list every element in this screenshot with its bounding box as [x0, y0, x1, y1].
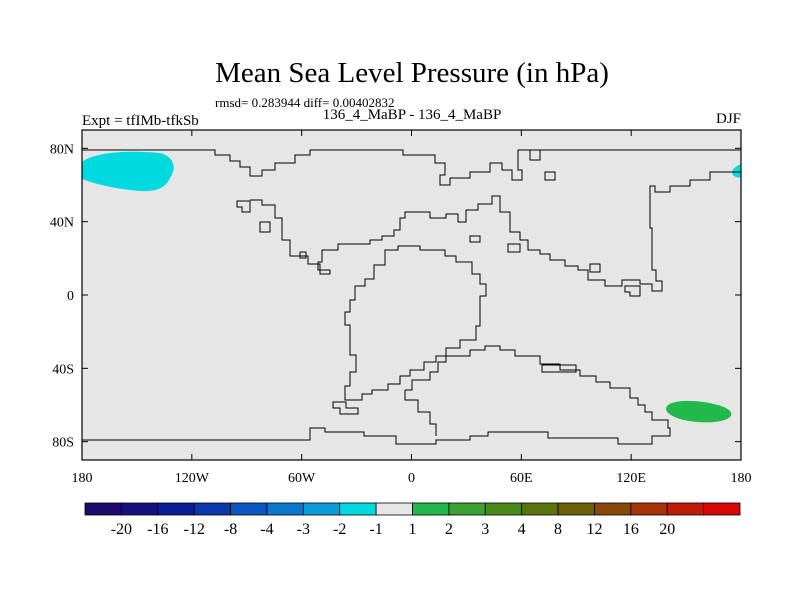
stats-label: rmsd= 0.283944 diff= 0.00402832: [215, 95, 394, 110]
colorbar-label: 16: [623, 521, 639, 538]
coastline-antarctic-strip: [332, 401, 359, 415]
colorbar-label: -20: [111, 521, 132, 538]
colorbar-swatch: [157, 502, 195, 516]
coastline-island-g: [544, 171, 556, 181]
coastline-northern-west: [82, 149, 741, 186]
coastline-island-a: [236, 200, 251, 213]
coastline-island-f: [529, 149, 541, 161]
colorbar-swatch: [557, 502, 595, 516]
coastline-island-e: [507, 243, 521, 253]
colorbar-label: 3: [481, 521, 489, 538]
colorbar-label: 1: [409, 521, 417, 538]
y-tick-label: 80S: [52, 436, 74, 451]
run-label: 136_4_MaBP - 136_4_MaBP: [323, 107, 502, 123]
map-background: [82, 130, 741, 460]
colorbar-swatch: [703, 502, 741, 516]
y-tick-label: 40S: [52, 362, 74, 377]
colorbar-swatch: [230, 502, 268, 516]
colorbar-label: -1: [369, 521, 382, 538]
colorbar-label: -16: [147, 521, 168, 538]
season-label: DJF: [716, 111, 741, 127]
colorbar-label: 4: [518, 521, 526, 538]
colorbar-swatch: [302, 502, 341, 516]
colorbar-swatch: [521, 502, 559, 516]
x-tick-label: 180: [731, 471, 752, 486]
colorbar-swatch: [594, 502, 632, 516]
colorbar-swatch: [484, 502, 523, 516]
experiment-label: Expt = tfIMb-tfkSb: [82, 113, 199, 129]
colorbar-swatch: [120, 502, 159, 516]
dateline-negative-anomaly: [732, 164, 741, 178]
colorbar-swatch: [266, 502, 304, 516]
colorbar-swatch: [193, 502, 231, 516]
coastlines: [82, 149, 741, 445]
coastline-island-d: [589, 263, 601, 273]
map-panel: 180 120W 60W 0 60E 120E 180 80N 40N 0 40S 80S: [50, 129, 752, 486]
colorbar-label: 2: [445, 521, 453, 538]
x-tick-label: 60W: [288, 471, 316, 486]
colorbar-swatch: [339, 502, 377, 516]
x-tick-label: 120W: [175, 471, 210, 486]
colorbar-label: -2: [333, 521, 346, 538]
y-axis-ticks: 80N 40N 0 40S 80S: [50, 142, 741, 451]
colorbar-label: -8: [224, 521, 237, 538]
x-tick-label: 180: [72, 471, 93, 486]
colorbar-swatch: [666, 502, 705, 516]
coastline-south-island: [541, 364, 577, 373]
coastline-southern-arm: [404, 390, 437, 436]
southern-ocean-positive-anomaly: [666, 400, 732, 423]
colorbar-swatch: [84, 502, 122, 516]
coastline-island-i: [469, 235, 481, 243]
colorbar-swatch: [448, 502, 486, 516]
colorbar-label: 8: [554, 521, 562, 538]
y-tick-label: 80N: [50, 142, 74, 157]
colorbar-label: 12: [586, 521, 602, 538]
colorbar-label: -4: [260, 521, 273, 538]
y-tick-label: 40N: [50, 216, 74, 231]
colorbar-swatch: [412, 502, 450, 516]
colorbar-label: -12: [184, 521, 205, 538]
colorbar-label: 20: [659, 521, 675, 538]
x-tick-label: 0: [408, 471, 415, 486]
x-tick-label: 60E: [510, 471, 533, 486]
coastline-island-b: [259, 221, 271, 233]
x-tick-label: 120E: [616, 471, 646, 486]
coastline-eurasia-south: [250, 171, 741, 292]
figure-title: Mean Sea Level Pressure (in hPa): [215, 57, 609, 89]
colorbar-label: -3: [297, 521, 310, 538]
colorbar-swatch: [375, 502, 413, 516]
y-tick-label: 0: [67, 289, 74, 304]
coastline-island-h: [624, 285, 641, 297]
coastline-gondwana: [344, 245, 487, 401]
x-axis-ticks: 180 120W 60W 0 60E 120E 180: [72, 130, 752, 486]
coastline-island-c: [299, 251, 307, 259]
north-pacific-negative-anomaly: [82, 151, 174, 192]
colorbar: -20 -16 -12 -8 -4 -3 -2 -1 1 2 3 4 8 12 16 20: [84, 502, 741, 538]
coastline-gondwana-south: [82, 345, 671, 445]
colorbar-swatch: [630, 502, 668, 516]
